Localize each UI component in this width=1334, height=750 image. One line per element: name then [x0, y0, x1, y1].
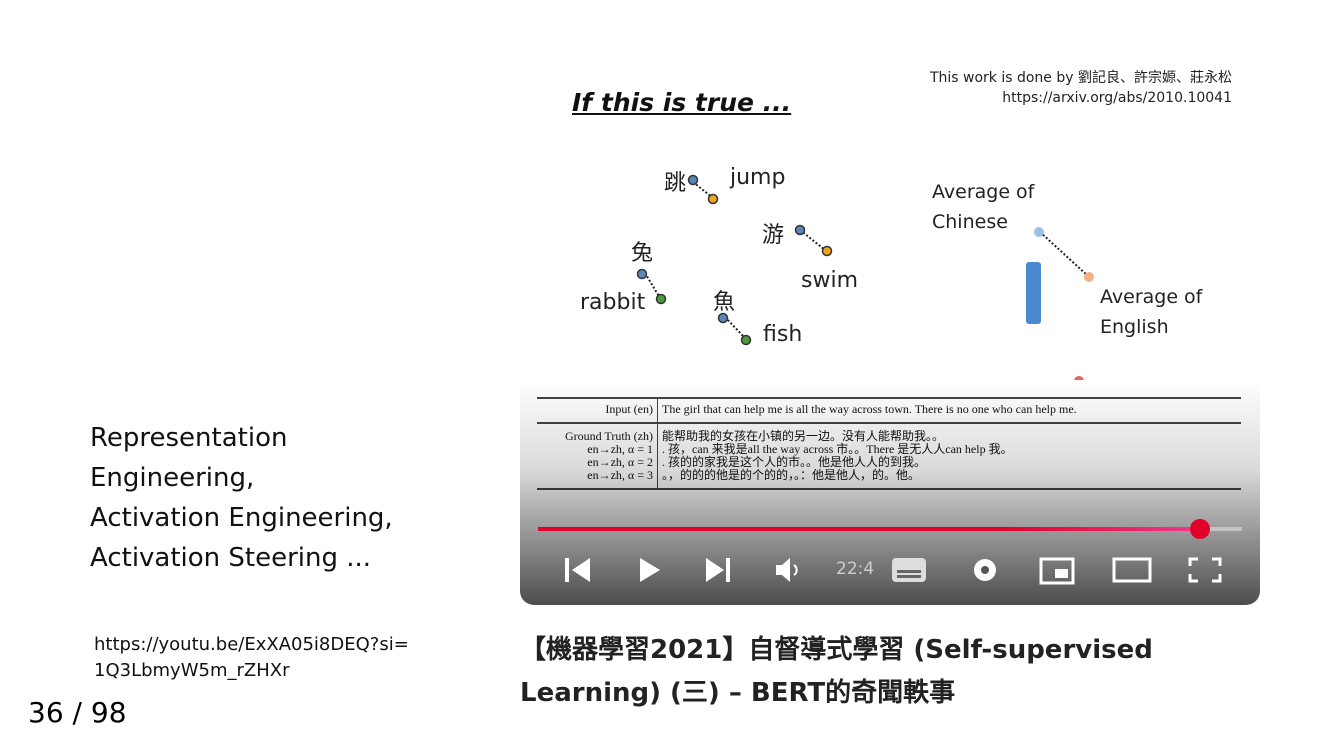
fullscreen-button[interactable]	[1188, 557, 1222, 583]
video-title[interactable]: 【機器學習2021】自督導式學習 (Self-supervised	[520, 635, 1153, 665]
link-line[interactable]: https://youtu.be/ExXA05i8DEQ?si=	[94, 634, 409, 655]
link[interactable]: https://youtu.be/ExXA05i8DEQ?si= 1Q3Lbmy…	[94, 632, 409, 684]
word-zh: 游	[762, 223, 785, 248]
text-line: Activation Engineering,	[90, 503, 393, 533]
separator: /	[72, 696, 82, 729]
word-diagram	[636, 174, 1094, 380]
miniplayer-button[interactable]	[1039, 557, 1075, 585]
label-line: English	[1100, 316, 1169, 338]
current-page: 36	[28, 696, 64, 729]
progress-fill	[538, 527, 1200, 531]
label-line: Average of	[1100, 286, 1203, 308]
text-line: Representation	[90, 423, 288, 453]
progress-track[interactable]	[538, 519, 1242, 539]
word-zh: 魚	[713, 290, 736, 315]
text-line: Engineering,	[90, 463, 255, 493]
frame-title: If this is true ...	[572, 88, 792, 117]
controls	[565, 557, 1222, 585]
word-en: rabbit	[580, 290, 646, 315]
slide-text: Representation Engineering, Activation E…	[90, 418, 393, 578]
captions-button[interactable]	[892, 558, 926, 582]
next-button[interactable]	[706, 558, 730, 582]
average-zh: Average of Chinese	[932, 177, 1034, 237]
total-pages: 98	[90, 696, 127, 729]
page-indicator: 36 / 98	[28, 696, 127, 729]
word-zh: 跳	[664, 171, 687, 196]
credit: This work is done by 劉記良、許宗嫄、莊永松 https:/…	[930, 68, 1232, 108]
word-zh: 兔	[631, 241, 654, 266]
link-line[interactable]: 1Q3LbmyW5m_rZHXr	[94, 660, 290, 681]
credit-url: https://arxiv.org/abs/2010.10041	[1002, 90, 1232, 106]
video-player[interactable]: If this is true ... This work is done by…	[520, 60, 1260, 605]
word-en: fish	[763, 322, 803, 347]
word-en: swim	[801, 268, 858, 293]
word-en: jump	[730, 165, 786, 190]
theater-button[interactable]	[1112, 557, 1152, 583]
scrubber[interactable]	[1190, 519, 1210, 539]
volume-button[interactable]	[776, 558, 798, 582]
average-en: Average of English	[1100, 282, 1202, 342]
settings-button[interactable]	[974, 559, 996, 581]
prev-button[interactable]	[565, 558, 590, 582]
label-line: Chinese	[932, 211, 1008, 233]
label-line: Average of	[932, 181, 1035, 203]
credit-text: This work is done by 劉記良、許宗嫄、莊永松	[929, 70, 1232, 86]
text-line: Activation Steering ...	[90, 543, 372, 573]
play-button[interactable]	[640, 558, 660, 582]
time: 22:4	[836, 559, 875, 579]
video-title[interactable]: Learning) (三) – BERT的奇聞軼事	[520, 678, 956, 708]
